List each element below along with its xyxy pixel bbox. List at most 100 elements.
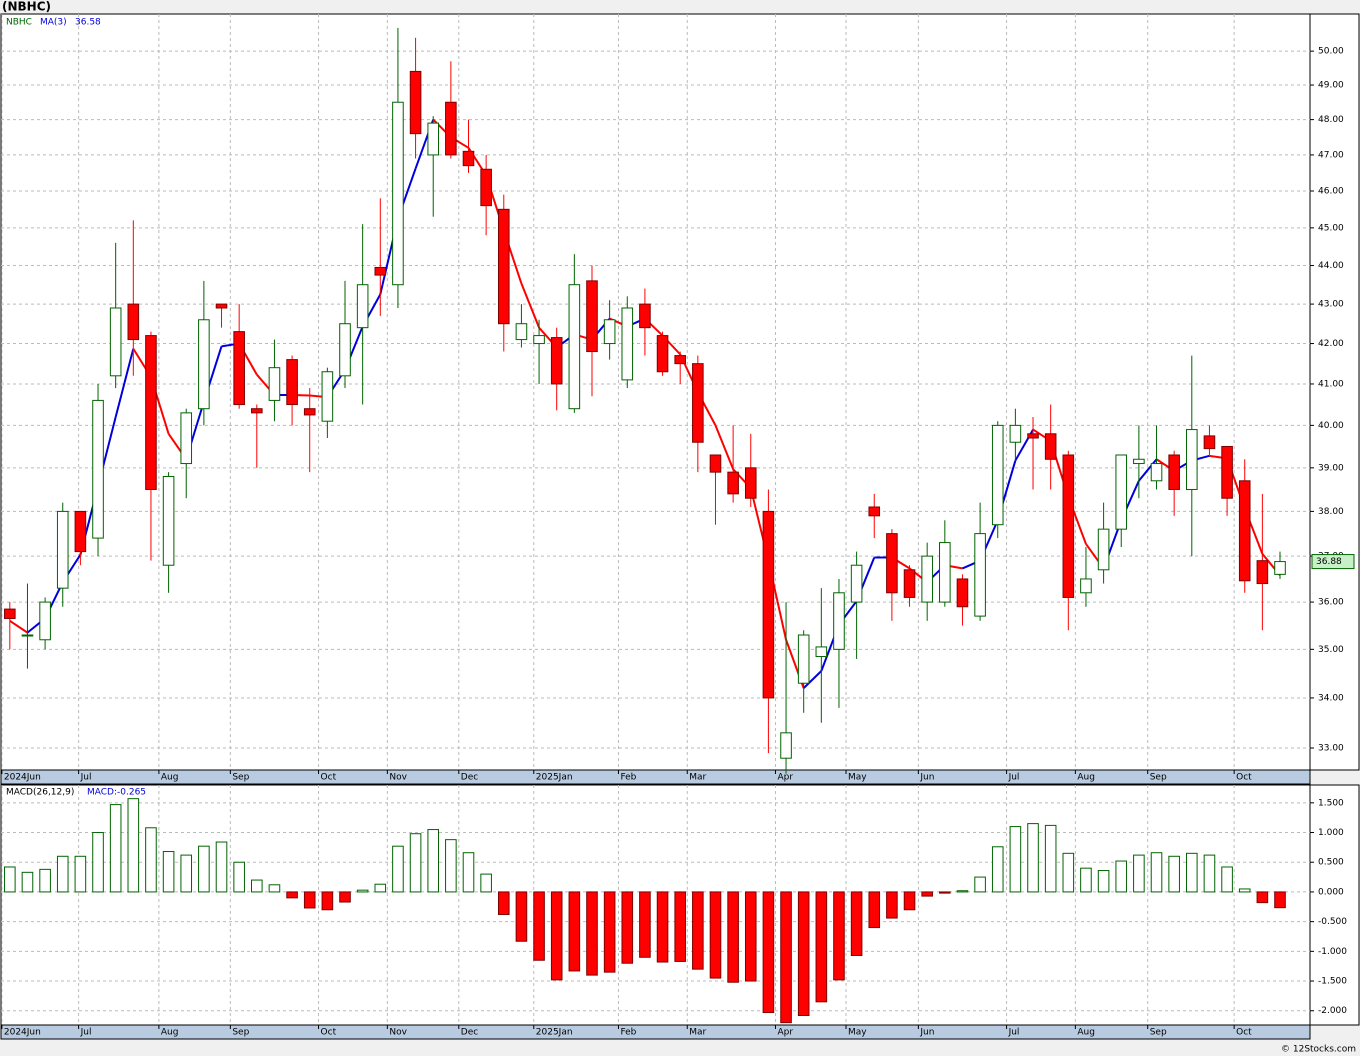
macd-bar bbox=[709, 891, 722, 979]
candle-body bbox=[921, 555, 933, 603]
x-tick-label: Aug bbox=[1077, 1028, 1095, 1038]
macd-bar bbox=[74, 855, 87, 893]
x-tick-label: Feb bbox=[620, 773, 636, 783]
macd-bar bbox=[621, 891, 634, 964]
macd-bar bbox=[127, 798, 140, 893]
macd-bar bbox=[339, 891, 351, 903]
x-tick-label: Apr bbox=[777, 773, 793, 783]
y-tick-label: 48.00 bbox=[1318, 115, 1344, 125]
ma-segment bbox=[1138, 458, 1158, 482]
macd-bar bbox=[56, 855, 69, 893]
macd-bar bbox=[409, 833, 422, 893]
y-tick-label: -2.000 bbox=[1318, 1006, 1347, 1016]
ma-segment bbox=[802, 670, 823, 689]
macd-bar bbox=[850, 891, 863, 956]
macd-bar bbox=[515, 891, 528, 942]
candle-body bbox=[780, 732, 792, 759]
macd-bar bbox=[1238, 888, 1251, 893]
x-tick-label: Feb bbox=[620, 1028, 636, 1038]
candle-body bbox=[692, 363, 704, 443]
macd-bar bbox=[939, 891, 951, 894]
y-tick-label: 36.00 bbox=[1318, 598, 1344, 608]
macd-bar bbox=[180, 854, 193, 893]
macd-bar bbox=[797, 891, 810, 1016]
x-tick-label: Oct bbox=[1236, 773, 1252, 783]
candle-body bbox=[1203, 435, 1216, 450]
macd-bar bbox=[550, 891, 563, 981]
macd-bar bbox=[780, 891, 792, 1024]
macd-bar bbox=[374, 883, 387, 893]
macd-bar bbox=[586, 891, 598, 976]
x-tick-label: Dec bbox=[461, 1028, 478, 1038]
macd-bar bbox=[392, 845, 404, 893]
y-tick-label: 39.00 bbox=[1318, 463, 1344, 473]
candle-body bbox=[92, 399, 104, 539]
macd-bar bbox=[568, 891, 581, 972]
candle-body bbox=[603, 319, 616, 345]
candle-body bbox=[356, 284, 369, 329]
y-axis-area bbox=[1309, 784, 1360, 1026]
y-tick-label: -1.000 bbox=[1318, 947, 1347, 957]
candle-body bbox=[374, 266, 387, 276]
candle-body bbox=[850, 564, 863, 603]
candle-body bbox=[868, 506, 881, 517]
x-tick-label: 2024Jun bbox=[4, 1028, 41, 1038]
candle-body bbox=[550, 337, 563, 385]
candle-body bbox=[1256, 560, 1269, 585]
candle-body bbox=[1097, 528, 1110, 571]
y-tick-label: 38.00 bbox=[1318, 507, 1344, 517]
macd-bar bbox=[1186, 852, 1198, 893]
y-tick-label: 50.00 bbox=[1318, 47, 1344, 57]
candle-body bbox=[991, 424, 1004, 526]
candle-body bbox=[109, 307, 122, 377]
macd-bar bbox=[198, 845, 210, 893]
x-tick-label: Apr bbox=[777, 1028, 793, 1038]
y-tick-label: 1.500 bbox=[1318, 798, 1344, 808]
macd-bar bbox=[109, 804, 122, 893]
x-tick-label: Jul bbox=[80, 1028, 92, 1038]
candle-body bbox=[956, 578, 969, 608]
macd-bar bbox=[1080, 867, 1092, 893]
candle-body bbox=[903, 569, 916, 598]
candle-body bbox=[656, 335, 669, 373]
macd-bar bbox=[21, 871, 34, 893]
candle-body bbox=[762, 510, 775, 699]
candle-body bbox=[515, 323, 528, 341]
macd-bar bbox=[533, 891, 545, 961]
candle-body bbox=[215, 303, 228, 309]
y-tick-label: 47.00 bbox=[1318, 150, 1344, 160]
macd-bar bbox=[833, 891, 845, 981]
macd-bar bbox=[321, 891, 334, 911]
candle-body bbox=[427, 122, 440, 156]
candle-body bbox=[233, 331, 245, 406]
macd-bar bbox=[145, 827, 157, 893]
x-tick-label: Jul bbox=[80, 773, 92, 783]
macd-bar bbox=[674, 891, 686, 962]
y-tick-label: 42.00 bbox=[1318, 339, 1344, 349]
candle-body bbox=[480, 168, 492, 207]
macd-bar bbox=[303, 891, 316, 909]
macd-value-label: MACD:-0.265 bbox=[87, 788, 146, 798]
candle-body bbox=[1186, 429, 1198, 490]
chart-title: (NBHC) bbox=[2, 0, 51, 14]
x-tick-label: May bbox=[848, 773, 867, 783]
x-tick-label: Aug bbox=[161, 1028, 179, 1038]
macd-bar bbox=[639, 891, 651, 958]
candle-body bbox=[674, 355, 686, 365]
macd-bar bbox=[1274, 891, 1286, 909]
candle-body bbox=[268, 367, 281, 401]
macd-bar bbox=[1150, 852, 1163, 893]
macd-bar bbox=[356, 889, 369, 893]
x-axis-band bbox=[0, 1024, 1311, 1040]
candle-body bbox=[251, 408, 263, 414]
macd-bar bbox=[974, 876, 986, 893]
candle-body bbox=[74, 510, 87, 553]
candle-body bbox=[1238, 480, 1251, 582]
candle-body bbox=[145, 335, 157, 490]
last-price-label: 36.88 bbox=[1316, 557, 1342, 567]
y-tick-label: 49.00 bbox=[1318, 81, 1344, 91]
macd-bar bbox=[1097, 870, 1110, 893]
candle-body bbox=[286, 359, 298, 406]
macd-bar bbox=[427, 829, 440, 893]
x-tick-label: 2025Jan bbox=[536, 773, 573, 783]
